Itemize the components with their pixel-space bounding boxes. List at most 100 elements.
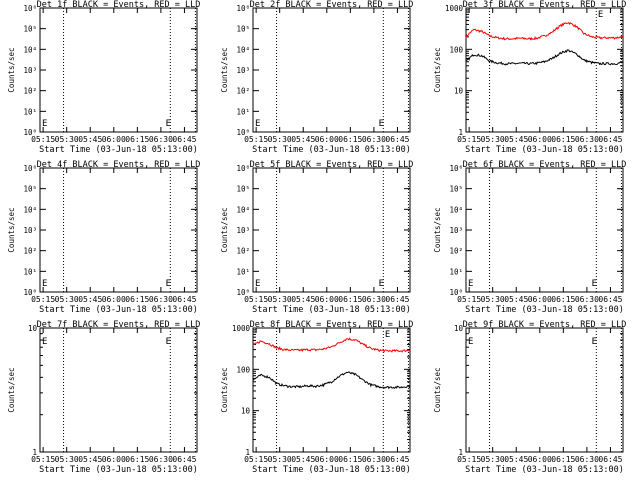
y-tick-label: 10³ bbox=[236, 226, 250, 235]
chart-title: Det 3f BLACK = Events, RED = LLD bbox=[463, 0, 627, 10]
data-gap-marker: E bbox=[255, 279, 260, 289]
y-tick-label: 1 bbox=[32, 448, 37, 457]
data-gap-marker: E bbox=[255, 119, 260, 129]
plot-frame bbox=[465, 327, 624, 453]
x-tick-label: 06:00 bbox=[528, 455, 552, 464]
y-tick-label: 1000 bbox=[232, 324, 251, 333]
y-tick-label: 1 bbox=[245, 448, 250, 457]
x-tick-label: 05:45 bbox=[504, 135, 528, 144]
x-tick-label: 05:45 bbox=[78, 295, 102, 304]
y-tick-label: 10⁶ bbox=[449, 164, 463, 173]
y-tick-label: 10 bbox=[28, 324, 38, 333]
x-tick-label: 06:30 bbox=[575, 135, 599, 144]
data-gap-marker: E bbox=[592, 337, 597, 347]
x-tick-label: 06:30 bbox=[575, 295, 599, 304]
y-tick-label: 10¹ bbox=[236, 107, 250, 116]
x-tick-label: 06:45 bbox=[172, 455, 196, 464]
x-tick-label: 06:30 bbox=[362, 295, 386, 304]
data-gap-marker: E bbox=[468, 279, 473, 289]
y-tick-label: 1 bbox=[458, 448, 463, 457]
chart-title: Det 6f BLACK = Events, RED = LLD bbox=[463, 160, 627, 170]
y-tick-label: 10⁴ bbox=[449, 205, 463, 214]
x-tick-label: 05:45 bbox=[291, 295, 315, 304]
y-tick-label: 10⁵ bbox=[236, 185, 250, 194]
x-tick-label: 06:00 bbox=[315, 135, 339, 144]
x-axis-label: Start Time (03-Jun-18 05:13:00) bbox=[39, 305, 198, 315]
y-axis-label: Counts/sec bbox=[7, 207, 16, 252]
plot-frame bbox=[465, 7, 624, 133]
data-gap-marker: E bbox=[598, 10, 603, 20]
chart-title: Det 4f BLACK = Events, RED = LLD bbox=[37, 160, 201, 170]
y-tick-label: 10³ bbox=[23, 226, 37, 235]
x-tick-label: 05:30 bbox=[55, 135, 79, 144]
x-tick-label: 06:15 bbox=[551, 135, 575, 144]
y-tick-label: 10¹ bbox=[23, 107, 37, 116]
x-axis-label: Start Time (03-Jun-18 05:13:00) bbox=[252, 465, 411, 475]
plot-frame bbox=[39, 327, 198, 453]
y-axis-label: Counts/sec bbox=[7, 47, 16, 92]
x-tick-label: 05:15 bbox=[31, 455, 55, 464]
y-tick-label: 10 bbox=[454, 324, 464, 333]
x-tick-label: 06:15 bbox=[125, 455, 149, 464]
x-tick-label: 05:30 bbox=[268, 455, 292, 464]
series-line-lld bbox=[465, 21, 624, 41]
y-tick-label: 10⁴ bbox=[23, 205, 37, 214]
y-axis-label: Counts/sec bbox=[220, 367, 229, 412]
x-tick-label: 05:45 bbox=[291, 135, 315, 144]
y-tick-label: 10⁶ bbox=[23, 4, 37, 13]
chart-title: Det 5f BLACK = Events, RED = LLD bbox=[250, 160, 414, 170]
y-tick-label: 10 bbox=[454, 87, 464, 96]
y-tick-label: 10³ bbox=[236, 66, 250, 75]
series-line-lld bbox=[252, 337, 411, 353]
x-tick-label: 05:45 bbox=[78, 455, 102, 464]
data-gap-marker: E bbox=[42, 337, 47, 347]
y-tick-label: 10⁰ bbox=[236, 128, 250, 137]
y-tick-label: 10⁴ bbox=[23, 45, 37, 54]
chart-panel-7: Det 7f BLACK = Events, RED = LLD 05:15 05:… bbox=[7, 320, 200, 475]
x-axis-label: Start Time (03-Jun-18 05:13:00) bbox=[39, 465, 198, 475]
x-tick-label: 05:15 bbox=[457, 455, 481, 464]
y-tick-label: 10⁶ bbox=[236, 4, 250, 13]
y-tick-label: 10² bbox=[23, 247, 37, 256]
y-axis-label: Counts/sec bbox=[220, 207, 229, 252]
x-tick-label: 05:45 bbox=[291, 455, 315, 464]
chart-title: Det 7f BLACK = Events, RED = LLD bbox=[37, 320, 201, 330]
y-tick-label: 1 bbox=[458, 128, 463, 137]
y-tick-label: 10 bbox=[241, 407, 251, 416]
data-gap-marker: E bbox=[166, 279, 171, 289]
y-tick-label: 10⁵ bbox=[23, 25, 37, 34]
x-tick-label: 05:15 bbox=[244, 135, 268, 144]
x-tick-label: 06:45 bbox=[172, 295, 196, 304]
x-tick-label: 06:15 bbox=[338, 295, 362, 304]
y-tick-label: 100 bbox=[236, 365, 250, 374]
x-tick-label: 06:15 bbox=[338, 455, 362, 464]
x-axis-label: Start Time (03-Jun-18 05:13:00) bbox=[39, 145, 198, 155]
x-tick-label: 05:45 bbox=[504, 455, 528, 464]
x-tick-label: 06:45 bbox=[172, 135, 196, 144]
data-gap-marker: E bbox=[166, 337, 171, 347]
x-tick-label: 06:30 bbox=[149, 455, 173, 464]
y-tick-label: 10⁶ bbox=[236, 164, 250, 173]
x-tick-label: 06:00 bbox=[528, 295, 552, 304]
data-gap-marker: E bbox=[385, 330, 390, 340]
x-tick-label: 06:00 bbox=[102, 135, 126, 144]
x-tick-label: 05:30 bbox=[481, 455, 505, 464]
x-tick-label: 05:15 bbox=[244, 455, 268, 464]
x-axis-label: Start Time (03-Jun-18 05:13:00) bbox=[465, 145, 624, 155]
y-tick-label: 10⁵ bbox=[449, 185, 463, 194]
x-tick-label: 06:45 bbox=[385, 135, 409, 144]
series-line-events bbox=[252, 371, 411, 390]
x-tick-label: 05:30 bbox=[481, 135, 505, 144]
y-tick-label: 10⁰ bbox=[23, 288, 37, 297]
y-axis-label: Counts/sec bbox=[7, 367, 16, 412]
x-axis-label: Start Time (03-Jun-18 05:13:00) bbox=[252, 305, 411, 315]
x-tick-label: 06:45 bbox=[385, 455, 409, 464]
x-tick-label: 05:45 bbox=[78, 135, 102, 144]
